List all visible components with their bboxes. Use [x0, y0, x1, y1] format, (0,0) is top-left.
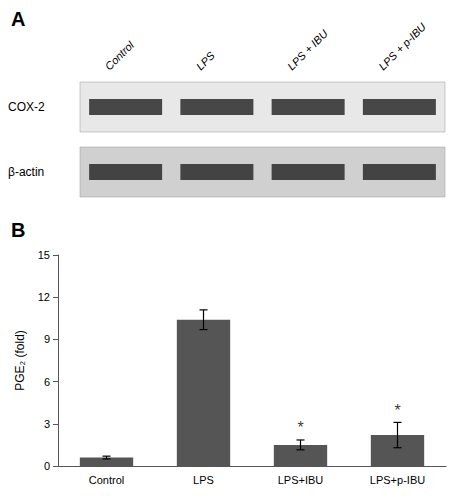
- svg-text:PGE₂ (fold): PGE₂ (fold): [13, 330, 27, 391]
- svg-text:9: 9: [44, 333, 50, 345]
- svg-text:LPS+IBU: LPS+IBU: [278, 474, 324, 486]
- svg-text:*: *: [394, 402, 400, 419]
- svg-text:Control: Control: [102, 38, 136, 72]
- svg-text:A: A: [11, 8, 25, 30]
- svg-text:LPS: LPS: [193, 474, 214, 486]
- svg-text:COX-2: COX-2: [8, 100, 45, 114]
- svg-text:B: B: [11, 219, 25, 241]
- svg-text:LPS + IBU: LPS + IBU: [285, 27, 330, 72]
- svg-text:β-actin: β-actin: [8, 165, 44, 179]
- svg-text:LPS + p-IBU: LPS + p-IBU: [376, 20, 428, 72]
- svg-text:LPS: LPS: [194, 49, 218, 73]
- svg-text:12: 12: [38, 291, 50, 303]
- svg-text:3: 3: [44, 418, 50, 430]
- svg-text:LPS+p-IBU: LPS+p-IBU: [370, 474, 425, 486]
- svg-text:*: *: [297, 419, 303, 436]
- svg-text:0: 0: [44, 460, 50, 472]
- svg-text:Control: Control: [89, 474, 124, 486]
- svg-text:15: 15: [38, 249, 50, 261]
- svg-text:6: 6: [44, 376, 50, 388]
